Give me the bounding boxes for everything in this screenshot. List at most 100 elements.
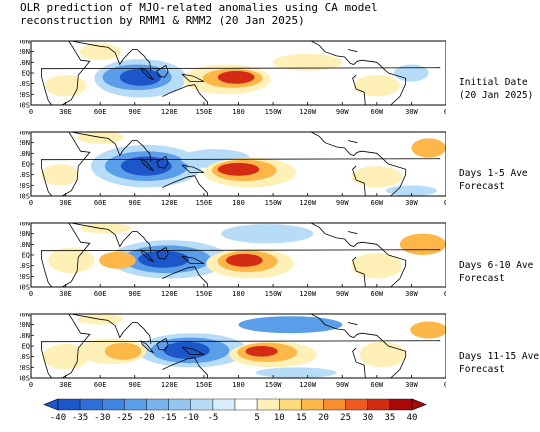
lat-label: 20N: [20, 230, 30, 238]
colorbar-label: -35: [72, 413, 88, 423]
lon-label: 180: [232, 381, 245, 389]
coastline: [71, 41, 152, 71]
lon-label: 0: [444, 108, 446, 116]
coastline: [41, 314, 441, 378]
colorbar-segment: [102, 398, 125, 411]
caption-line-1: Initial Date: [459, 77, 528, 88]
coastline: [162, 266, 208, 287]
lat-label: 10S: [20, 353, 30, 361]
lon-label: 0: [444, 199, 446, 207]
lat-label: 20S: [20, 364, 30, 372]
colorbar-label: -15: [160, 413, 176, 423]
colorbar-segment: [345, 398, 368, 411]
lon-label: 90W: [336, 108, 349, 116]
colorbar-segment: [57, 398, 81, 411]
coastline: [41, 41, 441, 105]
lon-label: 0: [29, 199, 33, 207]
positive-olr-region: [41, 164, 79, 186]
lon-label: 0: [29, 108, 33, 116]
lat-label: 20N: [20, 139, 30, 147]
coastline: [310, 41, 407, 105]
lat-label: 30S: [20, 375, 30, 383]
coastline: [347, 140, 358, 144]
coastline: [310, 314, 407, 378]
negative-olr-region: [386, 185, 437, 196]
negative-olr-region: [119, 68, 162, 86]
lon-label: 120E: [161, 108, 178, 116]
colorbar-segment: [79, 398, 103, 411]
colorbar-label: 40: [407, 413, 418, 423]
positive-olr-region: [410, 321, 446, 339]
lat-label: 30N: [20, 222, 30, 228]
coastline: [310, 223, 407, 287]
positive-olr-region: [79, 43, 121, 61]
colorbar-segment: [301, 398, 324, 411]
coastline: [181, 346, 205, 355]
lon-label: 60E: [94, 108, 107, 116]
lon-label: 120W: [299, 108, 317, 116]
olr-map-days-11-15: 30N20N10NEQ10S20S30S030E60E90E120E150E18…: [20, 313, 446, 389]
lat-label: 10S: [20, 171, 30, 179]
lon-label: 30E: [59, 290, 72, 298]
caption-line-2: (20 Jan 2025): [459, 90, 534, 101]
coastline: [181, 255, 205, 264]
lon-label: 90E: [128, 199, 141, 207]
lon-label: 150E: [195, 108, 212, 116]
negative-olr-region: [255, 367, 337, 378]
lon-label: 60W: [371, 381, 384, 389]
olr-map-days-6-10: 30N20N10NEQ10S20S30S030E60E90E120E150E18…: [20, 222, 446, 298]
lat-label: 30N: [20, 40, 30, 46]
lon-label: 120E: [161, 290, 178, 298]
coastline: [162, 84, 208, 105]
positive-olr-region: [217, 70, 255, 84]
colorbar-label: 15: [296, 413, 307, 423]
lat-label: 10S: [20, 262, 30, 270]
lat-label: EQ: [22, 70, 30, 78]
lon-label: 0: [29, 290, 33, 298]
positive-olr-region: [411, 138, 446, 158]
coastline: [352, 256, 366, 287]
lat-label: 30N: [20, 131, 30, 137]
positive-olr-region: [99, 251, 136, 269]
coastline: [347, 231, 358, 235]
coastline: [71, 223, 152, 253]
lon-label: 90E: [128, 108, 141, 116]
map-panel-initial: 30N20N10NEQ10S20S30S030E60E90E120E150E18…: [20, 40, 446, 121]
coastline: [162, 175, 208, 196]
colorbar-label: -40: [50, 413, 66, 423]
lon-label: 60E: [94, 381, 107, 389]
positive-olr-region: [225, 253, 263, 267]
map-panel-days-11-15: 30N20N10NEQ10S20S30S030E60E90E120E150E18…: [20, 313, 446, 394]
colorbar-segment: [168, 398, 191, 411]
lon-label: 90W: [336, 290, 349, 298]
lon-label: 0: [29, 381, 33, 389]
lon-label: 120W: [299, 290, 317, 298]
caption-line-1: Days 6-10 Ave: [459, 260, 534, 271]
coastline: [41, 132, 441, 196]
caption-days-6-10: Days 6-10 Ave Forecast: [459, 259, 533, 285]
lon-label: 30E: [59, 108, 72, 116]
coastlines: [41, 132, 441, 196]
positive-olr-region: [245, 346, 278, 357]
lat-label: 20N: [20, 321, 30, 329]
caption-line-2: Forecast: [459, 364, 505, 375]
lon-label: 30E: [59, 199, 72, 207]
caption-line-1: Days 11-15 Ave: [459, 351, 540, 362]
lon-label: 90E: [128, 290, 141, 298]
anomaly-field: [31, 41, 446, 105]
lon-label: 150E: [195, 290, 212, 298]
lon-label: 0: [444, 290, 446, 298]
positive-olr-region: [353, 75, 400, 97]
negative-olr-region: [238, 316, 343, 334]
coastline: [156, 155, 169, 169]
colorbar-segment: [212, 398, 236, 411]
olr-map-days-1-5: 30N20N10NEQ10S20S30S030E60E90E120E150E18…: [20, 131, 446, 207]
lat-label: 30S: [20, 193, 30, 201]
coastline: [140, 249, 155, 263]
lon-label: 60E: [94, 290, 107, 298]
positive-olr-region: [217, 162, 260, 176]
lat-label: 30S: [20, 284, 30, 292]
colorbar-segment: [190, 398, 214, 411]
lon-label: 150W: [265, 290, 283, 298]
